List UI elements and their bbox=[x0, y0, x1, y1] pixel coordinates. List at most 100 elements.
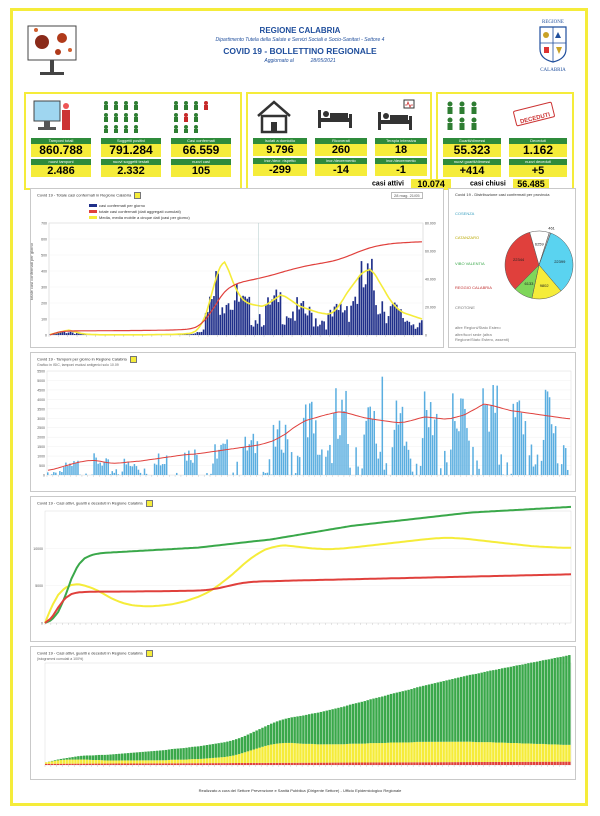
pie-slice-value: 6259 bbox=[535, 241, 545, 246]
chart3-daily-bar bbox=[472, 446, 474, 475]
chart5-recovered-bar bbox=[240, 737, 244, 754]
chart3-daily-bar bbox=[109, 474, 111, 475]
chart1-daily-bar bbox=[381, 301, 384, 335]
casi-attivi-label: casi attivi bbox=[372, 180, 404, 188]
chart5-deceased-bar bbox=[547, 761, 551, 765]
chart5-active-bar bbox=[173, 759, 177, 764]
kpi-casi: Casi confermati 66.559 nuovi casi 105 bbox=[168, 96, 234, 178]
chart1-legend-2: Media, media mobile a cinque dati (casi … bbox=[89, 215, 190, 220]
chart3-daily-bar bbox=[99, 462, 101, 475]
chart1-daily-bar bbox=[366, 263, 369, 335]
chart5-active-bar bbox=[530, 743, 533, 762]
chart5-deceased-bar bbox=[164, 763, 168, 765]
chart5-recovered-bar bbox=[497, 669, 501, 743]
chart5-deceased-bar bbox=[524, 761, 527, 765]
chart3-daily-bar bbox=[466, 428, 468, 475]
chart5-deceased-bar bbox=[328, 762, 331, 765]
chart3-daily-bar bbox=[61, 471, 63, 475]
chart3-daily-bar bbox=[498, 464, 500, 475]
chart5-deceased-bar bbox=[138, 763, 141, 765]
chart3-daily-bar bbox=[357, 466, 359, 475]
chart5-active-bar bbox=[308, 743, 311, 763]
chart5-recovered-bar bbox=[445, 680, 448, 742]
chart5-svg bbox=[44, 655, 572, 767]
chart5-deceased-bar bbox=[369, 762, 372, 765]
chart5-deceased-bar bbox=[258, 762, 261, 765]
chart3-daily-bar bbox=[405, 441, 408, 475]
chart5-active-bar bbox=[293, 743, 296, 763]
chart1-daily-bar bbox=[55, 332, 57, 335]
chart1-daily-bar bbox=[225, 304, 228, 335]
deceased-stamp-text: DECEDUTI bbox=[519, 112, 551, 126]
chart5-recovered-bar bbox=[360, 701, 364, 744]
chart3-daily-bar bbox=[554, 426, 557, 475]
chart5-active-bar bbox=[179, 759, 182, 764]
chart3-daily-bar bbox=[69, 463, 71, 475]
chart5-active-bar bbox=[497, 742, 501, 762]
chart5-recovered-bar bbox=[217, 743, 220, 758]
chart5-deceased-bar bbox=[123, 763, 127, 765]
chart5-deceased-bar bbox=[82, 763, 86, 765]
chart5-active-bar bbox=[381, 743, 384, 763]
chart5-recovered-bar bbox=[56, 759, 60, 761]
chart1-daily-bar bbox=[208, 296, 211, 335]
chart5-active-bar bbox=[290, 742, 293, 763]
chart3-daily-bar bbox=[540, 460, 543, 475]
chart5-deceased-bar bbox=[232, 763, 235, 765]
chart1-logo-icon bbox=[134, 192, 142, 199]
chart3-daily-bar bbox=[188, 450, 190, 475]
chart1-daily-bar bbox=[246, 298, 249, 335]
chart1-daily-bar bbox=[294, 320, 296, 335]
chart5-deceased-bar bbox=[483, 762, 486, 765]
chart5-recovered-bar bbox=[348, 704, 352, 744]
chart5-deceased-bar bbox=[334, 762, 337, 765]
chart1-daily-bar bbox=[269, 304, 271, 335]
chart5-active-bar bbox=[392, 742, 396, 763]
chart5-active-bar bbox=[506, 742, 510, 762]
chart5-recovered-bar bbox=[290, 717, 293, 743]
chart5-recovered-bar bbox=[202, 745, 206, 759]
chart5-deceased-bar bbox=[255, 762, 258, 765]
chart5-deceased-bar bbox=[448, 762, 451, 765]
chart3-left-tick: 3000 bbox=[37, 417, 45, 421]
chart5-deceased-bar bbox=[436, 762, 440, 765]
chart5-deceased-bar bbox=[454, 762, 457, 765]
chart5-recovered-bar bbox=[439, 681, 442, 742]
chart5-logo-icon bbox=[145, 650, 153, 657]
chart5-recovered-bar bbox=[68, 757, 71, 760]
chart3-daily-bar bbox=[500, 454, 502, 475]
chart5-active-bar bbox=[354, 743, 358, 763]
lab-screen-icon bbox=[33, 100, 70, 130]
kpi-deceduti-sub-label: nuovi deceduti bbox=[509, 159, 567, 165]
logo-text-top: REGIONE bbox=[542, 20, 564, 25]
pie-slice-value: 22344 bbox=[513, 257, 525, 262]
chart5-active-bar bbox=[147, 760, 150, 764]
chart5-active-bar bbox=[226, 756, 229, 764]
chart5-deceased-bar bbox=[299, 762, 302, 765]
chart1-daily-bar bbox=[333, 306, 336, 335]
chart5-recovered-bar bbox=[533, 662, 536, 744]
chart5-active-bar bbox=[503, 742, 507, 762]
chart5-deceased-bar bbox=[272, 762, 276, 765]
chart5-deceased-bar bbox=[170, 763, 174, 765]
chart1-daily-bar bbox=[215, 271, 217, 335]
chart1-daily-bar bbox=[219, 314, 222, 335]
chart5-recovered-bar bbox=[340, 707, 343, 745]
chart3-title-text: Covid 19 - Tamponi per giorno in Regione… bbox=[37, 356, 127, 362]
chart5-recovered-bar bbox=[234, 739, 238, 755]
chart3-daily-bar bbox=[206, 473, 208, 475]
chart3-daily-bar bbox=[246, 450, 249, 475]
chart3-daily-bar bbox=[97, 463, 99, 475]
chart5-active-bar bbox=[325, 744, 329, 763]
chart3-daily-bar bbox=[226, 439, 228, 475]
chart3-daily-bar bbox=[397, 424, 400, 475]
casi-attivi-value: 10.074 bbox=[411, 178, 451, 189]
chart5-active-bar bbox=[65, 759, 68, 764]
chart5-deceased-bar bbox=[337, 762, 340, 765]
chart1-left-tick: 300 bbox=[41, 286, 47, 290]
chart5-deceased-bar bbox=[518, 761, 521, 765]
chart1-left-tick: 500 bbox=[41, 254, 47, 258]
chart3-daily-bar bbox=[252, 433, 255, 475]
chart3-daily-bar bbox=[313, 433, 315, 475]
chart5-recovered-bar bbox=[457, 677, 460, 742]
